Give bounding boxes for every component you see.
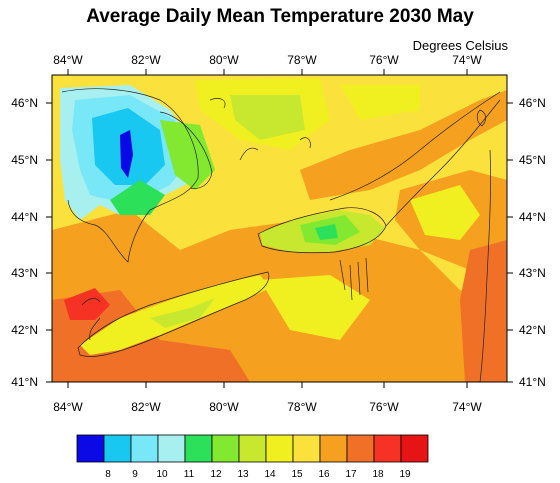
y-tick-label-left: 45°N [11, 153, 38, 167]
y-tick-label-right: 44°N [519, 210, 546, 224]
detroit-coast [81, 298, 101, 341]
field-mild-adirondack [410, 185, 480, 240]
field-warm-stlawrence [300, 90, 507, 200]
units-label: Degrees Celsius [412, 38, 508, 53]
field-lake-huron-south [110, 180, 165, 215]
colorbar-swatch [211, 434, 240, 463]
stlawrence-coast [385, 99, 501, 227]
plot-frame [51, 74, 508, 383]
colorbar-label: 12 [210, 469, 222, 480]
y-tick-label-left: 44°N [11, 210, 38, 224]
colorbar-label: 17 [345, 469, 357, 480]
colorbar-swatch [184, 434, 213, 463]
colorbar-swatch [238, 434, 267, 463]
y-tick-label-left: 46°N [11, 96, 38, 110]
lake-champlain [476, 109, 486, 127]
colorbar-label: 15 [291, 469, 303, 480]
colorbar-label: 18 [372, 469, 384, 480]
x-tick-label-top: 84°W [53, 53, 83, 67]
field-very-hot-detroit [64, 288, 110, 320]
colorbar: 8 9 10 11 12 13 14 15 16 17 18 19 [76, 434, 429, 480]
axis-group: 84°W 84°W 82°W 82°W 80°W 80°W 78°W 78°W 76°W 76°W… [11, 53, 546, 414]
x-tick-label-bottom: 78°W [287, 400, 317, 414]
colorbar-swatch [346, 434, 375, 463]
y-tick-label-left: 41°N [11, 375, 38, 389]
colorbar-label: 19 [399, 469, 411, 480]
field-lake-huron-core [120, 130, 133, 178]
hudson-river [479, 149, 491, 382]
colorbar-label: 14 [264, 469, 276, 480]
y-tick-label-right: 41°N [519, 375, 546, 389]
colorbar-swatch [373, 434, 402, 463]
colorbar-swatch [130, 434, 159, 463]
colorbar-swatch [400, 434, 429, 463]
x-tick-label-top: 78°W [287, 53, 317, 67]
x-tick-label-top: 80°W [209, 53, 239, 67]
coastlines [61, 88, 501, 382]
colorbar-label: 13 [237, 469, 249, 480]
x-tick-label-top: 82°W [131, 53, 161, 67]
colorbar-swatch [319, 434, 348, 463]
field-mild-nypa [260, 275, 370, 340]
field-cool-algonquin [230, 95, 305, 140]
colorbar-label: 16 [318, 469, 330, 480]
x-tick-label-bottom: 74°W [452, 400, 482, 414]
colorbar-swatch [265, 434, 294, 463]
finger-lakes [339, 257, 369, 301]
x-tick-label-bottom: 76°W [369, 400, 399, 414]
erie-coast [77, 271, 270, 357]
field-lake-ontario-core [315, 224, 338, 240]
y-tick-label-right: 42°N [519, 323, 546, 337]
colorbar-label: 11 [184, 469, 195, 480]
small-lakes [209, 98, 311, 161]
colorbar-label: 10 [156, 469, 168, 480]
y-tick-label-left: 43°N [11, 266, 38, 280]
x-tick-label-bottom: 82°W [131, 400, 161, 414]
chart-title: Average Daily Mean Temperature 2030 May [86, 6, 474, 27]
y-tick-label-right: 43°N [519, 266, 546, 280]
field-georgian-bay [160, 120, 215, 190]
y-tick-label-left: 42°N [11, 323, 38, 337]
x-tick-label-bottom: 80°W [209, 400, 239, 414]
y-tick-label-right: 45°N [519, 153, 546, 167]
stlawrence-north [329, 91, 501, 201]
field-lake-erie-inner [150, 298, 215, 328]
colorbar-label: 8 [105, 469, 111, 480]
field-mild-northeast [340, 85, 420, 120]
colorbar-swatch [76, 434, 105, 463]
colorbar-swatch [292, 434, 321, 463]
huron-coast [61, 88, 199, 263]
colorbar-swatch [157, 434, 186, 463]
field-hot-hudson [460, 240, 507, 382]
colorbar-label: 9 [132, 469, 138, 480]
georgian-bay-coast [159, 111, 213, 189]
x-tick-label-bottom: 84°W [53, 400, 83, 414]
x-tick-label-top: 74°W [452, 53, 482, 67]
x-tick-label-top: 76°W [369, 53, 399, 67]
y-tick-label-right: 46°N [519, 96, 546, 110]
colorbar-swatch [103, 434, 132, 463]
temperature-field [52, 75, 507, 382]
